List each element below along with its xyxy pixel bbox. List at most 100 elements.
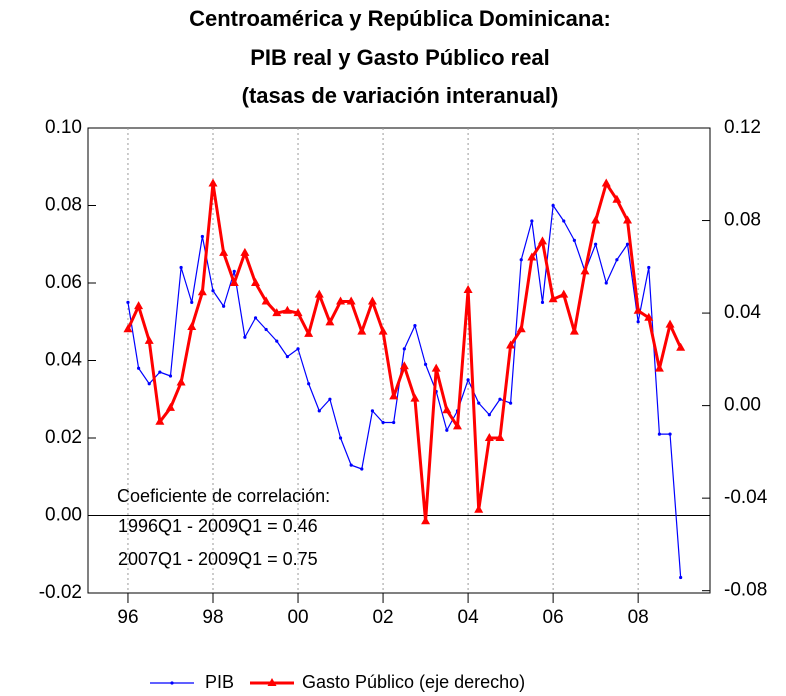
- point: [370, 409, 375, 413]
- point: [253, 316, 258, 320]
- legend-marker: [267, 678, 277, 686]
- point: [144, 335, 154, 344]
- point: [423, 362, 428, 366]
- y2-tick-label: 0.08: [724, 210, 761, 231]
- point: [357, 326, 367, 335]
- point: [285, 355, 289, 359]
- point: [442, 405, 452, 414]
- point: [594, 242, 598, 246]
- point: [509, 401, 513, 405]
- point: [551, 203, 555, 208]
- point: [540, 300, 545, 304]
- point: [336, 296, 346, 305]
- point: [272, 308, 282, 317]
- point: [625, 242, 630, 246]
- point: [474, 504, 484, 513]
- point: [240, 247, 250, 256]
- point: [527, 252, 537, 261]
- point: [136, 366, 141, 370]
- point: [123, 324, 133, 333]
- point: [243, 335, 247, 339]
- point: [615, 258, 619, 262]
- point: [134, 301, 144, 310]
- point: [229, 278, 239, 286]
- point: [392, 420, 396, 425]
- point: [569, 326, 579, 335]
- point: [360, 467, 364, 471]
- point: [187, 321, 197, 330]
- point: [328, 397, 332, 401]
- annotation: 2007Q1 - 2009Q1 = 0.75: [118, 549, 318, 569]
- chart-title: (tasas de variación interanual): [242, 83, 559, 108]
- point: [293, 308, 303, 317]
- point: [537, 236, 547, 245]
- point: [410, 393, 420, 402]
- x-tick-label: 96: [117, 607, 138, 628]
- point: [612, 194, 622, 203]
- point: [304, 328, 314, 337]
- point: [636, 320, 640, 324]
- point: [208, 178, 218, 187]
- legend-marker: [170, 681, 174, 685]
- point: [452, 421, 462, 430]
- point: [307, 382, 311, 386]
- y-tick-label: 0.06: [45, 272, 82, 293]
- chart-title: Centroamérica y República Dominicana:: [189, 6, 611, 31]
- point: [530, 219, 534, 223]
- point: [325, 317, 335, 326]
- x-tick-label: 98: [202, 607, 223, 628]
- y2-tick-label: 0.04: [724, 302, 761, 323]
- y2-tick-label: 0.00: [724, 395, 761, 416]
- point: [413, 324, 417, 328]
- y-tick-label: 0.10: [45, 117, 82, 138]
- point: [487, 413, 491, 417]
- point: [381, 420, 385, 425]
- point: [200, 234, 204, 239]
- point: [389, 391, 399, 400]
- x-tick-label: 08: [628, 607, 649, 628]
- point: [633, 305, 643, 314]
- point: [346, 296, 356, 305]
- point: [559, 289, 569, 298]
- point: [197, 287, 207, 296]
- point: [421, 516, 431, 525]
- point: [495, 433, 505, 441]
- point: [158, 370, 162, 374]
- point: [275, 339, 279, 343]
- point: [251, 278, 261, 286]
- y-tick-label: 0.02: [45, 427, 82, 448]
- point: [168, 374, 173, 378]
- point: [155, 416, 165, 425]
- y-tick-label: 0.08: [45, 195, 82, 216]
- point: [591, 215, 601, 224]
- point: [572, 238, 576, 242]
- point: [402, 347, 406, 351]
- point: [580, 266, 590, 275]
- point: [367, 296, 377, 305]
- point: [644, 312, 654, 321]
- y-tick-label: 0.04: [45, 350, 82, 371]
- x-tick-label: 02: [372, 607, 393, 628]
- point: [604, 281, 608, 285]
- point: [654, 363, 664, 372]
- point: [222, 304, 226, 308]
- point: [232, 269, 236, 273]
- y-tick-label: 0.00: [45, 505, 82, 526]
- y2-tick-label: 0.12: [724, 117, 761, 138]
- point: [516, 324, 526, 333]
- point: [338, 436, 343, 440]
- x-tick-label: 04: [458, 607, 480, 628]
- point: [679, 575, 683, 580]
- point: [601, 178, 611, 187]
- y2-tick-label: -0.08: [724, 580, 767, 601]
- point: [665, 319, 675, 328]
- y-tick-label: -0.02: [39, 582, 82, 603]
- point: [314, 289, 324, 298]
- y2-tick-label: -0.04: [724, 487, 768, 508]
- point: [165, 402, 175, 411]
- point: [484, 433, 494, 441]
- x-tick-label: 06: [543, 607, 564, 628]
- point: [126, 300, 130, 304]
- point: [378, 326, 388, 335]
- point: [282, 305, 292, 314]
